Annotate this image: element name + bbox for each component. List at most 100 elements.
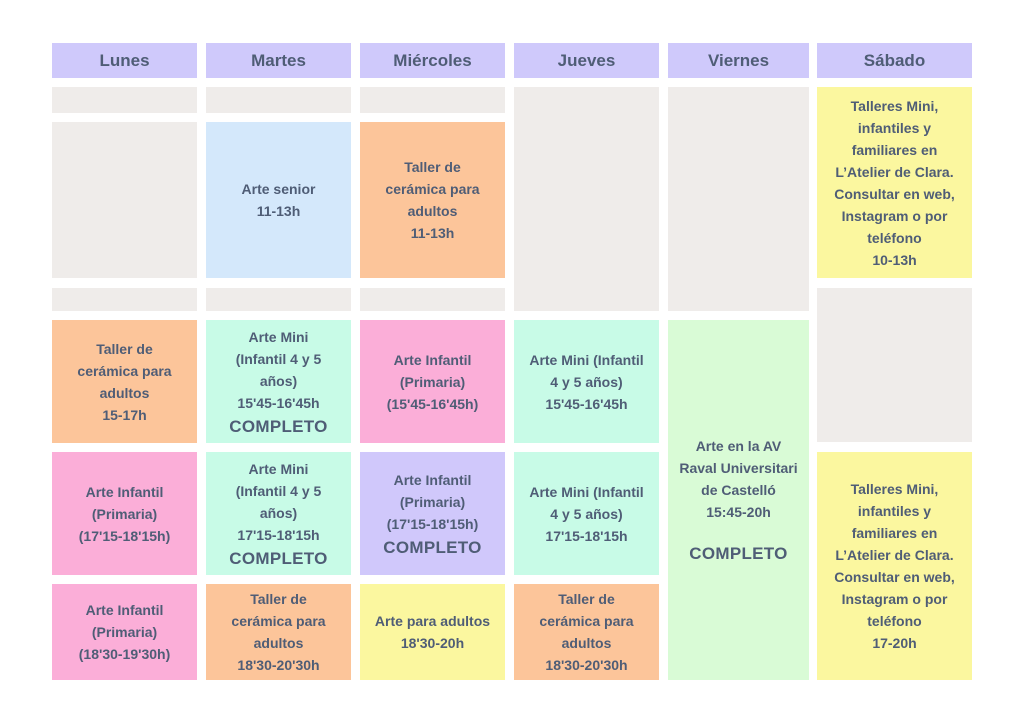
class-time: 18'30-20'30h bbox=[545, 657, 628, 673]
class-line: cerámica para bbox=[539, 613, 634, 629]
class-time: (18'30-19'30h) bbox=[78, 646, 171, 662]
class-time: 17'15-18'15h bbox=[545, 527, 628, 544]
class-jueves-ceramica-evening: Taller de cerámica para adultos 18'30-20… bbox=[514, 584, 659, 680]
header-lunes: Lunes bbox=[52, 43, 197, 78]
class-lunes-arte-infantil-3: Arte Infantil (Primaria) (18'30-19'30h) bbox=[52, 584, 197, 680]
class-line: Arte para adultos bbox=[374, 613, 491, 629]
header-jueves: Jueves bbox=[514, 43, 659, 78]
class-line: adultos bbox=[561, 635, 612, 651]
class-line: teléfono bbox=[867, 613, 922, 629]
header-viernes: Viernes bbox=[668, 43, 809, 78]
class-line: años) bbox=[259, 504, 298, 521]
class-line: adultos bbox=[407, 203, 458, 219]
empty-slot bbox=[52, 87, 197, 113]
empty-slot bbox=[206, 87, 351, 113]
class-line: Arte Mini (Infantil bbox=[529, 483, 644, 500]
class-time: (17'15-18'15h) bbox=[386, 515, 479, 532]
header-sabado: Sábado bbox=[817, 43, 972, 78]
class-line: Arte Mini bbox=[248, 460, 309, 477]
class-line: Arte senior bbox=[241, 181, 316, 197]
header-martes: Martes bbox=[206, 43, 351, 78]
class-line: (Infantil 4 y 5 bbox=[235, 350, 322, 367]
class-time: 17'15-18'15h bbox=[237, 526, 320, 543]
class-line: Instagram o por bbox=[841, 591, 948, 607]
empty-slot bbox=[668, 87, 809, 311]
class-line: (Primaria) bbox=[399, 373, 466, 390]
day-label: Viernes bbox=[707, 50, 770, 70]
class-line: infantiles y bbox=[857, 119, 932, 136]
class-line: Consultar en web, bbox=[834, 185, 955, 202]
class-line: Talleres Mini, bbox=[850, 97, 939, 114]
status-completo: COMPLETO bbox=[383, 537, 482, 557]
class-line: L’Atelier de Clara. bbox=[835, 547, 954, 563]
class-viernes-arte-av-raval: Arte en la AV Raval Universitari de Cast… bbox=[668, 320, 809, 680]
day-label: Miércoles bbox=[393, 50, 472, 70]
class-line: Arte Mini (Infantil bbox=[529, 351, 644, 368]
class-martes-ceramica-evening: Taller de cerámica para adultos 18'30-20… bbox=[206, 584, 351, 680]
class-jueves-arte-mini-2: Arte Mini (Infantil 4 y 5 años) 17'15-18… bbox=[514, 452, 659, 575]
empty-slot bbox=[817, 288, 972, 442]
class-line: de Castelló bbox=[701, 482, 776, 498]
class-time: (15'45-16'45h) bbox=[386, 395, 479, 412]
class-line: familiares en bbox=[851, 141, 938, 158]
class-line: 4 y 5 años) bbox=[550, 505, 623, 522]
empty-slot bbox=[52, 122, 197, 278]
class-line: cerámica para bbox=[77, 362, 172, 379]
class-jueves-arte-mini-1: Arte Mini (Infantil 4 y 5 años) 15'45-16… bbox=[514, 320, 659, 443]
class-time: 15'45-16'45h bbox=[237, 394, 320, 411]
empty-slot bbox=[206, 288, 351, 311]
class-time: 18'30-20'30h bbox=[237, 657, 320, 673]
class-miercoles-ceramica: Taller de cerámica para adultos 11-13h bbox=[360, 122, 505, 278]
class-line: Talleres Mini, bbox=[850, 481, 939, 497]
class-sabado-talleres-morning: Talleres Mini, infantiles y familiares e… bbox=[817, 87, 972, 278]
class-line: Arte Mini bbox=[248, 328, 309, 345]
class-line: adultos bbox=[99, 384, 150, 401]
class-martes-arte-mini-2: Arte Mini (Infantil 4 y 5 años) 17'15-18… bbox=[206, 452, 351, 575]
class-miercoles-arte-infantil-1: Arte Infantil (Primaria) (15'45-16'45h) bbox=[360, 320, 505, 443]
class-time: 11-13h bbox=[410, 225, 455, 241]
class-line: Taller de bbox=[96, 340, 153, 357]
class-line: 4 y 5 años) bbox=[550, 373, 623, 390]
class-line: L’Atelier de Clara. bbox=[835, 163, 954, 180]
class-miercoles-arte-adultos: Arte para adultos 18'30-20h bbox=[360, 584, 505, 680]
class-line: Arte Infantil bbox=[85, 602, 164, 618]
empty-slot bbox=[52, 288, 197, 311]
class-time: 18'30-20h bbox=[400, 635, 465, 651]
class-line: teléfono bbox=[867, 229, 922, 246]
class-time: 10-13h bbox=[872, 251, 917, 268]
class-line: (Primaria) bbox=[91, 505, 158, 522]
status-completo: COMPLETO bbox=[229, 416, 328, 436]
class-line: infantiles y bbox=[857, 503, 932, 519]
class-martes-arte-mini-1: Arte Mini (Infantil 4 y 5 años) 15'45-16… bbox=[206, 320, 351, 443]
class-line: (Primaria) bbox=[91, 624, 158, 640]
empty-slot bbox=[360, 288, 505, 311]
class-lunes-ceramica: Taller de cerámica para adultos 15-17h bbox=[52, 320, 197, 443]
class-line: cerámica para bbox=[385, 181, 480, 197]
header-miercoles: Miércoles bbox=[360, 43, 505, 78]
class-time: 17-20h bbox=[872, 635, 917, 651]
status-completo: COMPLETO bbox=[689, 544, 788, 563]
class-line: Arte en la AV bbox=[695, 438, 782, 454]
class-lunes-arte-infantil-2: Arte Infantil (Primaria) (17'15-18'15h) bbox=[52, 452, 197, 575]
status-completo: COMPLETO bbox=[229, 548, 328, 568]
empty-slot bbox=[360, 87, 505, 113]
class-time: 15-17h bbox=[102, 406, 147, 423]
class-time: 15:45-20h bbox=[706, 504, 771, 520]
empty-slot bbox=[514, 87, 659, 311]
class-line: (Primaria) bbox=[399, 493, 466, 510]
class-line: Instagram o por bbox=[841, 207, 948, 224]
class-line: Consultar en web, bbox=[834, 569, 955, 585]
class-sabado-talleres-afternoon: Talleres Mini, infantiles y familiares e… bbox=[817, 452, 972, 680]
class-line: Taller de bbox=[250, 591, 307, 607]
class-line: Arte Infantil bbox=[393, 351, 472, 368]
class-line: Arte Infantil bbox=[393, 471, 472, 488]
class-line: familiares en bbox=[851, 525, 938, 541]
class-line: Taller de bbox=[404, 159, 461, 175]
class-line: años) bbox=[259, 372, 298, 389]
class-time: 15'45-16'45h bbox=[545, 395, 628, 412]
day-label: Sábado bbox=[863, 50, 926, 70]
class-miercoles-arte-infantil-2: Arte Infantil (Primaria) (17'15-18'15h) … bbox=[360, 452, 505, 575]
class-time: 11-13h bbox=[256, 203, 301, 219]
class-line: (Infantil 4 y 5 bbox=[235, 482, 322, 499]
class-martes-arte-senior: Arte senior 11-13h bbox=[206, 122, 351, 278]
